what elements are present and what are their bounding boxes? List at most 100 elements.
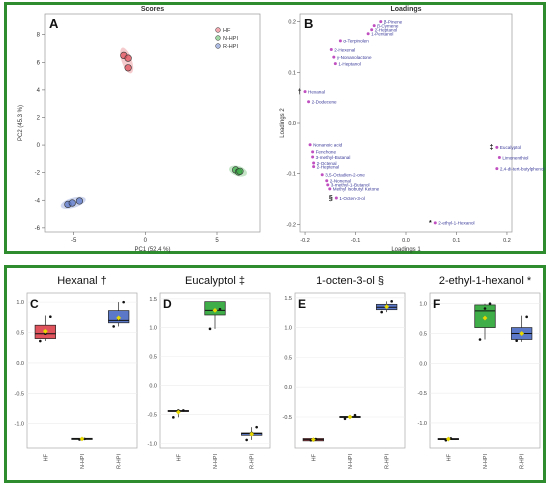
boxplot-category-label: N-HPI: [483, 454, 489, 469]
scores-point: [68, 199, 76, 207]
loadings-point: [338, 39, 342, 43]
loadings-point-label: 2-Octenal: [317, 161, 337, 166]
loadings-point-marker: §: [329, 195, 333, 202]
loadings-point-label: 3-methyl-1-Butanol: [331, 183, 370, 188]
loadings-point-label: Methyl Isobutyl Ketone: [333, 187, 380, 192]
scores-y-tick-label: 0: [37, 143, 41, 149]
loadings-y-tick-label: 0.2: [288, 20, 296, 26]
boxplot-mean-marker: [384, 304, 390, 310]
loadings-point-label: 2-Nonenal: [330, 179, 351, 184]
loadings-x-tick-label: 0.0: [402, 238, 410, 244]
scores-legend-swatch: [215, 35, 221, 41]
scores-point: [124, 64, 132, 72]
loadings-x-tick-label: -0.2: [300, 238, 309, 244]
loadings-point-label: β-Cymene: [377, 23, 399, 28]
loadings-point: [366, 32, 370, 36]
boxplot-category-label: N-HPI: [348, 454, 354, 469]
loadings-point: [372, 24, 376, 28]
scores-plot-area: [44, 13, 261, 233]
loadings-point-label: 2-Heptenal: [317, 164, 339, 169]
boxplot-category-label: HF: [176, 453, 182, 461]
boxplot-panel-letter: C: [30, 297, 39, 311]
panel-frame-top: [4, 2, 546, 254]
scores-point: [124, 54, 132, 62]
scores-legend-label: R-HPI: [223, 44, 238, 50]
loadings-point-label: Eucalyptol: [500, 145, 521, 150]
scores-x-axis-label: PC1 (52.4 %): [134, 247, 170, 253]
boxplot-panel-letter: D: [163, 297, 172, 311]
boxplot-panel-letter: F: [433, 297, 440, 311]
loadings-y-axis-label: Loadings 2: [280, 108, 286, 138]
loadings-y-tick-label: -0.1: [287, 172, 296, 178]
scores-legend-swatch: [215, 27, 221, 33]
boxplot-category-label: HF: [311, 453, 317, 461]
scores-point: [236, 167, 244, 175]
loadings-point-label: Hexanal: [308, 89, 325, 94]
boxplot-category-label: HF: [446, 453, 452, 461]
boxplot-y-tick-label: 1.0: [149, 326, 157, 332]
loadings-point-label: 2,4-di-tert-butylphenol: [500, 166, 545, 171]
boxplot-y-tick-label: 0.0: [149, 384, 157, 390]
boxplot-category-label: R-HPI: [520, 454, 526, 469]
boxplot-panel: Eucalyptol ‡ 1.5 1.0 0.5 0.0 -0.5 -1.0 D HF N-HPI…: [148, 275, 271, 469]
loadings-point-label: α-Terpinolen: [343, 39, 369, 44]
boxplot-y-tick-label: -1.0: [15, 422, 24, 428]
loadings-point: [308, 143, 312, 147]
boxplot-point: [380, 310, 383, 314]
loadings-point: [329, 47, 333, 51]
scores-y-tick-label: 4: [37, 88, 41, 94]
loadings-point-label: 2-Dodecene: [312, 100, 337, 105]
boxplot-y-tick-label: -0.5: [148, 412, 157, 418]
loadings-point-label: Nonanoic acid: [313, 143, 343, 148]
boxplot-point: [172, 416, 175, 419]
scores-x-tick-label: 5: [215, 238, 219, 244]
scores-y-tick-label: -6: [35, 226, 41, 232]
scores-legend-label: N-HPI: [223, 36, 238, 42]
boxplot-y-tick-label: 0.5: [419, 332, 427, 338]
boxplot-mean-marker: [116, 315, 122, 321]
loadings-point-label: 1-Heptanol: [338, 61, 360, 66]
boxplot-panel: Hexanal † 1.0 0.5 0.0 -0.5 -1.0 C HF N-HPI R-HPI: [15, 275, 138, 469]
boxplot-panel: 2-ethyl-1-hexanol * 1.0 0.5 0.0 -0.5 -1.0 F HF N…: [418, 275, 541, 469]
boxplot-y-tick-label: 0.5: [284, 355, 292, 361]
boxplot-category-label: R-HPI: [117, 454, 123, 469]
boxplot-point: [515, 339, 518, 342]
loadings-y-tick-label: -0.2: [287, 222, 296, 228]
loadings-x-axis-label: Loadings 1: [391, 247, 421, 253]
boxplot-y-tick-label: 1.0: [419, 302, 427, 308]
boxplot-category-label: N-HPI: [213, 454, 219, 469]
loadings-point-label: β-Pinene: [384, 19, 403, 24]
boxplot-y-tick-label: -1.0: [148, 441, 157, 447]
boxplot-point: [343, 417, 347, 421]
loadings-point-marker: *: [429, 220, 432, 227]
scores-point: [75, 197, 83, 205]
panel-frame-bottom: [4, 265, 546, 483]
loadings-point-marker: ‡: [489, 145, 493, 152]
boxplot-point: [218, 307, 222, 311]
boxplot-point: [182, 409, 185, 412]
boxplot-category-label: R-HPI: [250, 454, 256, 469]
boxplot-category-label: N-HPI: [80, 454, 86, 469]
boxplot-point: [390, 300, 393, 303]
loadings-point: [497, 155, 501, 159]
boxplot-y-tick-label: -0.5: [418, 391, 427, 397]
scores-panel: Scores -5 0 5 8 6 4 2 0 -2 -4 -6 PC1 (52.4 %) PC2 (45…: [18, 6, 261, 253]
loadings-x-tick-label: -0.1: [351, 238, 360, 244]
boxplot-y-tick-label: 0.0: [16, 361, 24, 367]
loadings-point: [495, 145, 499, 149]
loadings-point-label: 3-methyl-Butanal: [316, 155, 351, 160]
boxplot-point: [488, 302, 492, 306]
scores-y-tick-label: -4: [35, 198, 41, 204]
loadings-point: [312, 165, 316, 169]
boxplot-point: [112, 325, 115, 328]
loadings-point: [311, 155, 315, 159]
boxplot-point: [49, 315, 52, 319]
loadings-point: [326, 183, 330, 187]
loadings-y-tick-label: 0.0: [288, 121, 296, 127]
boxplot-category-label: HF: [43, 453, 49, 461]
loadings-x-tick-label: 0.2: [503, 238, 511, 244]
loadings-point-label: γ-Nonanolactone: [337, 55, 372, 60]
loadings-point-label: 2-Hexenal: [334, 47, 355, 52]
boxplot-mean-marker: [79, 436, 85, 442]
